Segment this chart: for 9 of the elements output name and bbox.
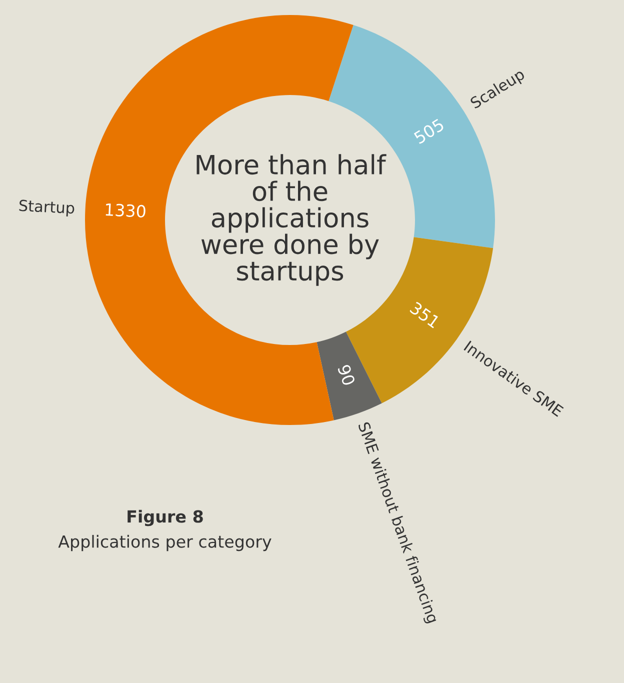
slice-label: Startup bbox=[19, 200, 75, 217]
data-label: 351 bbox=[409, 301, 440, 328]
text: Figure 8 bbox=[128, 510, 203, 526]
text: More than half of the applications were done by startups bbox=[196, 154, 386, 286]
data-label: 505 bbox=[413, 118, 445, 144]
data-label: 1330 bbox=[106, 203, 146, 218]
donut-slice bbox=[316, 332, 382, 420]
text: Applications per category bbox=[58, 534, 272, 552]
data-label: 90 bbox=[337, 364, 356, 386]
